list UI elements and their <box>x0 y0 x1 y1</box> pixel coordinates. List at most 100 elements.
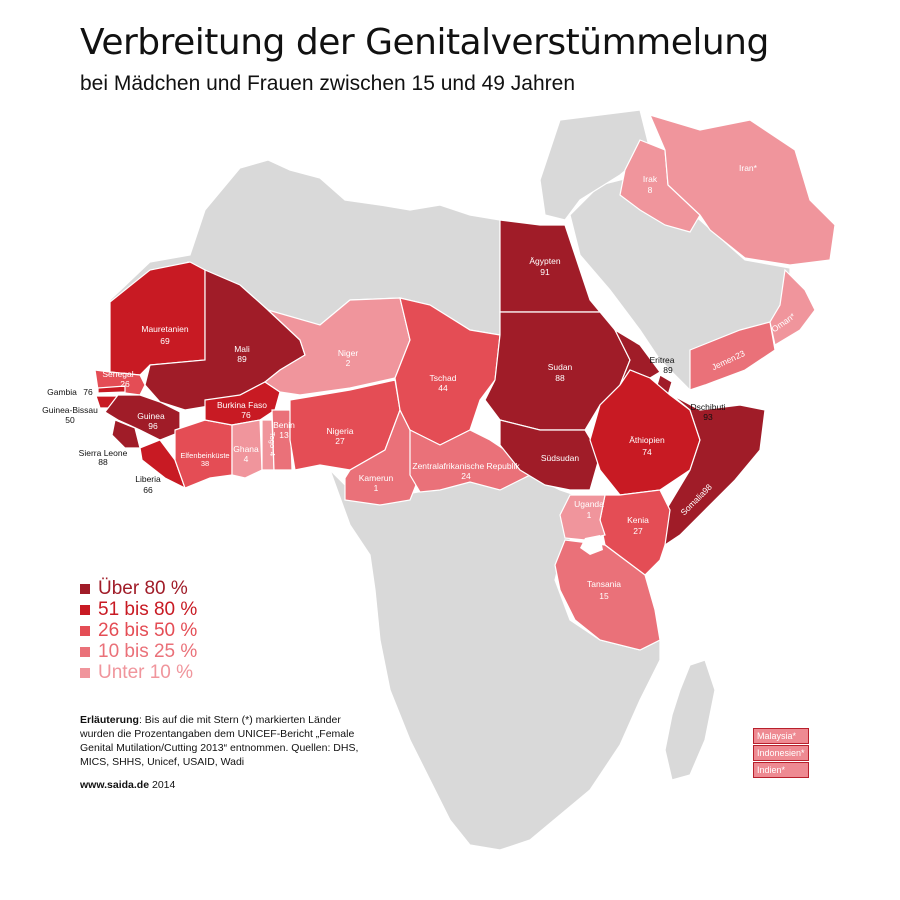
label-nigeria: Nigeria <box>327 426 354 436</box>
legend-swatch <box>80 625 90 636</box>
label-aethiopien: Äthiopien <box>629 435 665 445</box>
value-kamerun: 1 <box>374 483 379 493</box>
footer-year: 2014 <box>149 779 176 791</box>
value-burkina-faso: 76 <box>241 410 251 420</box>
label-zar: Zentralafrikanische Republik <box>412 461 520 471</box>
country-zar <box>409 429 531 493</box>
countries <box>94 114 836 651</box>
label-uganda: Uganda <box>574 499 604 509</box>
label-guinea-bissau: Guinea-Bissau <box>42 405 98 415</box>
value-sierra-leone: 88 <box>98 457 108 467</box>
value-liberia: 66 <box>143 485 153 495</box>
label-niger: Niger <box>338 348 358 358</box>
value-guinea: 96 <box>148 421 158 431</box>
label-irak: Irak <box>643 174 658 184</box>
country-oman <box>769 268 816 346</box>
value-mali: 89 <box>237 354 247 364</box>
value-aegypten: 91 <box>540 267 550 277</box>
label-senegal: Senegal <box>102 369 133 379</box>
asia-item-indien: Indien* <box>753 762 809 778</box>
note-heading: Erläuterung <box>80 714 139 726</box>
legend-swatch <box>80 646 90 657</box>
value-dschibuti: 93 <box>703 412 713 422</box>
value-zar: 24 <box>461 471 471 481</box>
legend-item-unter10: Unter 10 % <box>80 662 197 683</box>
country-iran <box>648 114 836 266</box>
legend-label: Unter 10 % <box>98 661 194 683</box>
label-kamerun: Kamerun <box>359 473 394 483</box>
value-togo: 4 <box>268 452 277 456</box>
asia-item-indonesien: Indonesien* <box>753 745 809 761</box>
value-nigeria: 27 <box>335 436 345 446</box>
legend-item-51-80: 51 bis 80 % <box>80 599 197 620</box>
value-jemen: 23 <box>734 348 747 361</box>
value-sudan: 88 <box>555 373 565 383</box>
note-text: : Bis auf die mit Stern (*) markierten L… <box>80 714 359 768</box>
page-title: Verbreitung der Genitalverstümmelung <box>80 22 769 63</box>
country-mauretanien <box>109 261 206 376</box>
legend: Über 80 % 51 bis 80 % 26 bis 50 % 10 bis… <box>80 578 197 683</box>
asia-item-malaysia: Malaysia* <box>753 728 809 744</box>
country-jemen <box>689 321 776 391</box>
value-aethiopien: 74 <box>642 447 652 457</box>
label-togo: Togo <box>268 432 277 448</box>
label-iran: Iran* <box>739 163 758 173</box>
label-dschibuti: Dschibuti <box>691 402 726 412</box>
label-ghana: Ghana <box>233 444 259 454</box>
label-guinea: Guinea <box>137 411 165 421</box>
legend-item-10-25: 10 bis 25 % <box>80 641 197 662</box>
value-elfenbeinkueste: 38 <box>201 459 209 468</box>
footer-credit: www.saida.de 2014 <box>80 779 175 791</box>
label-aegypten: Ägypten <box>529 256 560 266</box>
label-eritrea: Eritrea <box>649 355 674 365</box>
value-gambia: 76 <box>83 387 93 397</box>
legend-label: 26 bis 50 % <box>98 619 198 641</box>
value-eritrea: 89 <box>663 365 673 375</box>
country-labels: Mauretanien 69 Mali 89 Senegal 26 Gambia… <box>42 163 797 601</box>
label-elfenbeinkueste: Elfenbeinküste <box>180 451 229 460</box>
value-benin: 13 <box>279 430 289 440</box>
value-uganda: 1 <box>587 510 592 520</box>
value-tschad: 44 <box>438 383 448 393</box>
label-sudan: Sudan <box>548 362 573 372</box>
country-suedsudan <box>499 419 601 491</box>
country-niger <box>263 297 411 396</box>
value-niger: 2 <box>346 358 351 368</box>
country-sierra-leone <box>111 419 141 449</box>
label-mauretanien: Mauretanien <box>141 324 189 334</box>
legend-swatch <box>80 583 90 594</box>
country-benin <box>271 409 293 471</box>
legend-item-ueber80: Über 80 % <box>80 578 197 599</box>
legend-label: 10 bis 25 % <box>98 640 198 662</box>
label-tschad: Tschad <box>430 373 457 383</box>
legend-swatch <box>80 604 90 615</box>
label-benin: Benin <box>273 420 295 430</box>
page-subtitle: bei Mädchen und Frauen zwischen 15 und 4… <box>80 72 575 95</box>
value-mauretanien: 69 <box>160 336 170 346</box>
country-guinea <box>104 394 181 441</box>
footer-url: www.saida.de <box>80 779 150 791</box>
value-irak: 8 <box>648 185 653 195</box>
legend-swatch <box>80 667 90 678</box>
country-ghana <box>231 419 263 479</box>
lake-victoria <box>580 535 603 555</box>
label-suedsudan: Südsudan <box>541 453 580 463</box>
country-gambia <box>97 385 126 394</box>
value-ghana: 4 <box>244 454 249 464</box>
label-liberia: Liberia <box>135 474 161 484</box>
label-burkina-faso: Burkina Faso <box>217 400 267 410</box>
legend-label: 51 bis 80 % <box>98 598 198 620</box>
asia-countries-box: Malaysia* Indonesien* Indien* <box>753 728 809 779</box>
label-mali: Mali <box>234 344 250 354</box>
explanation-note: Erläuterung: Bis auf die mit Stern (*) m… <box>80 713 370 769</box>
value-senegal: 26 <box>120 379 130 389</box>
country-tansania <box>554 539 661 651</box>
value-tansania: 15 <box>599 591 609 601</box>
value-guinea-bissau: 50 <box>65 415 75 425</box>
label-gambia: Gambia <box>47 387 77 397</box>
label-tansania: Tansania <box>587 579 621 589</box>
label-kenia: Kenia <box>627 515 649 525</box>
value-kenia: 27 <box>633 526 643 536</box>
label-sierra-leone: Sierra Leone <box>79 448 128 458</box>
